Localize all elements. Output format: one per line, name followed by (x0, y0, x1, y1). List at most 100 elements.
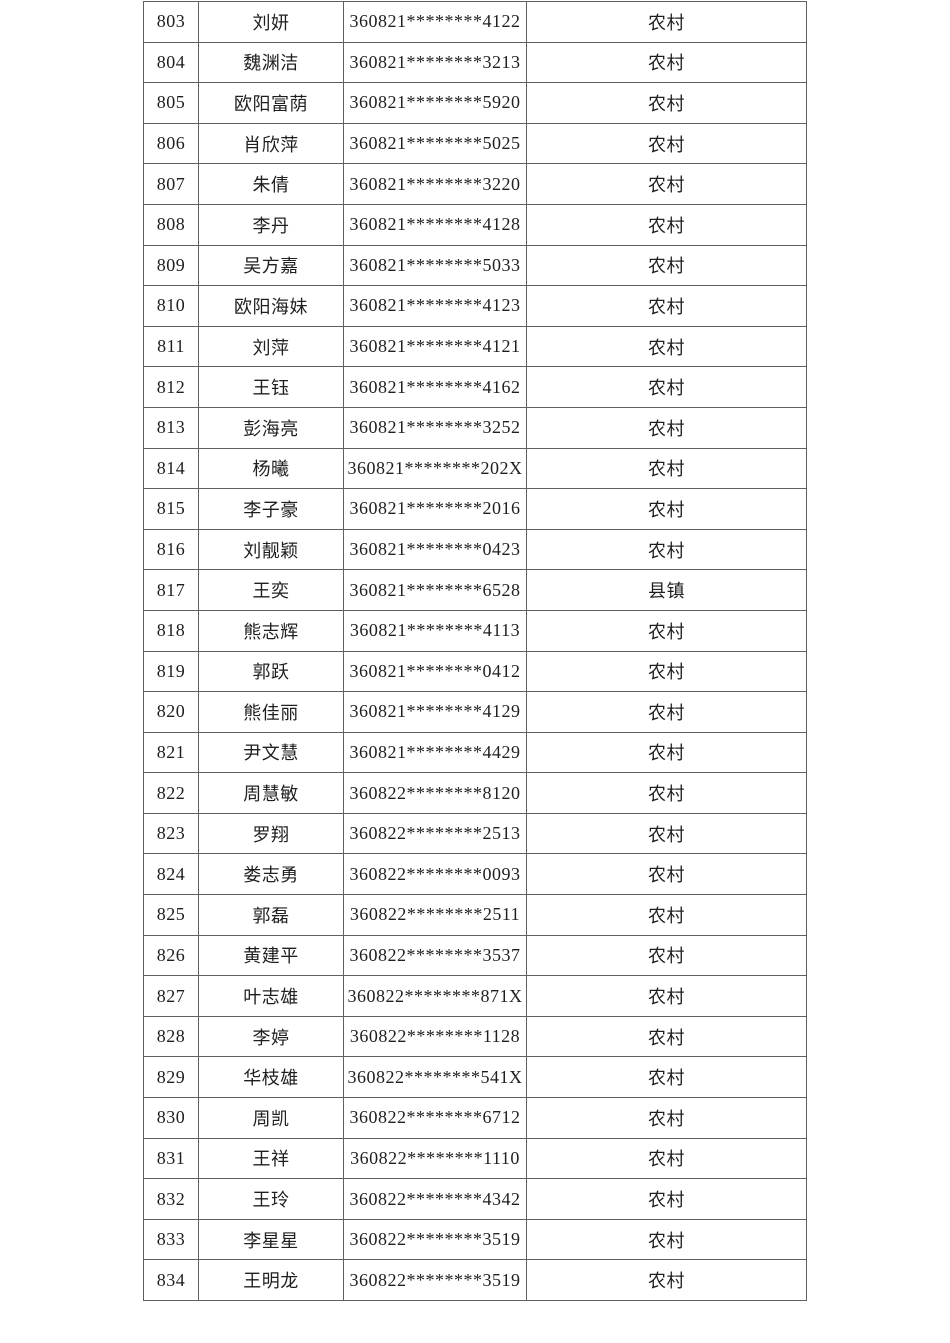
id-number-cell: 360821********2016 (343, 488, 527, 530)
row-number-cell: 804 (143, 41, 199, 84)
row-number-cell: 829 (143, 1056, 199, 1099)
region-cell: 农村 (526, 1015, 807, 1058)
row-number-cell: 810 (143, 285, 199, 327)
table-row: 805 欧阳富荫 360821********5920 农村 (143, 82, 807, 124)
id-number-cell: 360822********4342 (343, 1178, 527, 1220)
id-number-cell: 360822********871X (343, 975, 527, 1017)
table-row: 831 王祥 360822********1110 农村 (143, 1137, 807, 1180)
table-row: 806 肖欣萍 360821********5025 农村 (143, 122, 807, 165)
id-number-cell: 360822********0093 (343, 853, 527, 896)
table-row: 819 郭跃 360821********0412 农村 (143, 650, 807, 693)
table-row: 832 王玲 360822********4342 农村 (143, 1178, 807, 1220)
region-cell: 农村 (526, 203, 807, 246)
region-cell: 农村 (526, 82, 807, 124)
name-cell: 熊志辉 (198, 609, 344, 652)
table-row: 818 熊志辉 360821********4113 农村 (143, 609, 807, 652)
name-cell: 李子豪 (198, 488, 344, 530)
name-cell: 李丹 (198, 203, 344, 246)
row-number-cell: 808 (143, 203, 199, 246)
table-row: 817 王奕 360821********6528 县镇 (143, 569, 807, 611)
region-cell: 农村 (526, 1056, 807, 1099)
table-row: 808 李丹 360821********4128 农村 (143, 203, 807, 246)
id-number-cell: 360822********3519 (343, 1218, 527, 1261)
id-number-cell: 360822********3537 (343, 934, 527, 977)
id-number-cell: 360821********5033 (343, 244, 527, 287)
row-number-cell: 825 (143, 894, 199, 936)
name-cell: 罗翔 (198, 812, 344, 855)
table-body: 803 刘妍 360821********4122 农村 804 魏渊洁 360821***… (143, 1, 807, 1301)
id-number-cell: 360821********0423 (343, 528, 527, 571)
table-row: 816 刘靓颖 360821********0423 农村 (143, 528, 807, 571)
id-number-cell: 360822********1110 (343, 1137, 527, 1180)
table-row: 804 魏渊洁 360821********3213 农村 (143, 41, 807, 84)
region-cell: 农村 (526, 406, 807, 449)
region-cell: 农村 (526, 1097, 807, 1139)
id-number-cell: 360822********2511 (343, 894, 527, 936)
table-row: 824 娄志勇 360822********0093 农村 (143, 853, 807, 896)
table-row: 833 李星星 360822********3519 农村 (143, 1218, 807, 1261)
row-number-cell: 807 (143, 163, 199, 205)
row-number-cell: 830 (143, 1097, 199, 1139)
name-cell: 王奕 (198, 569, 344, 611)
name-cell: 李星星 (198, 1218, 344, 1261)
region-cell: 农村 (526, 163, 807, 205)
row-number-cell: 806 (143, 122, 199, 165)
region-cell: 农村 (526, 244, 807, 287)
name-cell: 尹文慧 (198, 731, 344, 774)
region-cell: 农村 (526, 285, 807, 327)
id-number-cell: 360821********5920 (343, 82, 527, 124)
name-cell: 王祥 (198, 1137, 344, 1180)
region-cell: 农村 (526, 122, 807, 165)
roster-table: 803 刘妍 360821********4122 农村 804 魏渊洁 360821***… (143, 1, 807, 1301)
row-number-cell: 815 (143, 488, 199, 530)
region-cell: 农村 (526, 366, 807, 408)
table-row: 811 刘萍 360821********4121 农村 (143, 325, 807, 368)
id-number-cell: 360821********202X (343, 447, 527, 490)
region-cell: 农村 (526, 1137, 807, 1180)
region-cell: 农村 (526, 691, 807, 733)
id-number-cell: 360821********4122 (343, 1, 527, 43)
region-cell: 农村 (526, 812, 807, 855)
row-number-cell: 827 (143, 975, 199, 1017)
row-number-cell: 812 (143, 366, 199, 408)
region-cell: 农村 (526, 488, 807, 530)
table-row: 810 欧阳海妹 360821********4123 农村 (143, 285, 807, 327)
table-row: 821 尹文慧 360821********4429 农村 (143, 731, 807, 774)
table-row: 822 周慧敏 360822********8120 农村 (143, 772, 807, 814)
row-number-cell: 823 (143, 812, 199, 855)
id-number-cell: 360821********4121 (343, 325, 527, 368)
id-number-cell: 360822********2513 (343, 812, 527, 855)
name-cell: 杨曦 (198, 447, 344, 490)
name-cell: 朱倩 (198, 163, 344, 205)
region-cell: 农村 (526, 853, 807, 896)
name-cell: 周凯 (198, 1097, 344, 1139)
name-cell: 王钰 (198, 366, 344, 408)
row-number-cell: 824 (143, 853, 199, 896)
table-row: 803 刘妍 360821********4122 农村 (143, 1, 807, 43)
row-number-cell: 834 (143, 1259, 199, 1301)
name-cell: 欧阳海妹 (198, 285, 344, 327)
name-cell: 黄建平 (198, 934, 344, 977)
table-row: 820 熊佳丽 360821********4129 农村 (143, 691, 807, 733)
name-cell: 郭磊 (198, 894, 344, 936)
table-row: 814 杨曦 360821********202X 农村 (143, 447, 807, 490)
region-cell: 农村 (526, 731, 807, 774)
table-row: 825 郭磊 360822********2511 农村 (143, 894, 807, 936)
region-cell: 农村 (526, 528, 807, 571)
region-cell: 农村 (526, 1, 807, 43)
row-number-cell: 826 (143, 934, 199, 977)
region-cell: 农村 (526, 609, 807, 652)
id-number-cell: 360821********4128 (343, 203, 527, 246)
name-cell: 华枝雄 (198, 1056, 344, 1099)
region-cell: 农村 (526, 934, 807, 977)
region-cell: 县镇 (526, 569, 807, 611)
row-number-cell: 819 (143, 650, 199, 693)
row-number-cell: 833 (143, 1218, 199, 1261)
id-number-cell: 360822********6712 (343, 1097, 527, 1139)
row-number-cell: 832 (143, 1178, 199, 1220)
row-number-cell: 818 (143, 609, 199, 652)
name-cell: 叶志雄 (198, 975, 344, 1017)
row-number-cell: 821 (143, 731, 199, 774)
row-number-cell: 809 (143, 244, 199, 287)
table-row: 826 黄建平 360822********3537 农村 (143, 934, 807, 977)
